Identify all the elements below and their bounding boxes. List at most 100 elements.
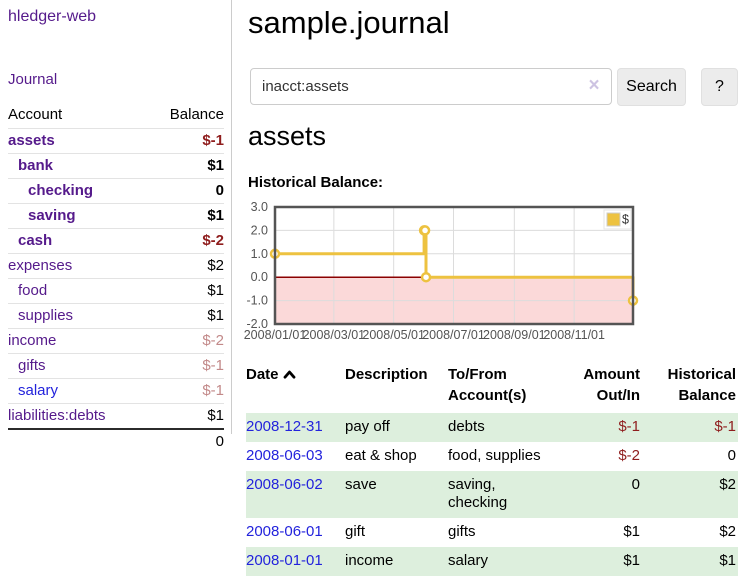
account-row: expenses $2 (8, 253, 224, 278)
account-link[interactable]: liabilities:debts (8, 407, 106, 424)
account-link[interactable]: checking (28, 182, 94, 199)
transaction-row: 2008-06-03 eat & shop food, supplies $-2… (246, 442, 738, 471)
account-balance: $-2 (202, 232, 224, 249)
clear-search-icon[interactable]: × (588, 75, 600, 96)
account-balance: 0 (215, 182, 224, 199)
account-link[interactable]: expenses (8, 257, 73, 274)
transaction-description: eat & shop (345, 447, 417, 464)
svg-text:2008/09/01: 2008/09/01 (483, 328, 546, 342)
svg-text:2008/11/01: 2008/11/01 (543, 328, 605, 342)
transaction-row: 2008-06-02 save saving, checking 0 $2 (246, 471, 738, 518)
transaction-accounts: gifts (448, 523, 476, 540)
transaction-amount: $-1 (618, 418, 640, 435)
tofrom-column-header: To/From Account(s) (448, 366, 527, 404)
account-link[interactable]: income (8, 332, 57, 349)
transaction-amount: $1 (623, 552, 640, 569)
balance-column-header-main: Historical Balance (667, 366, 736, 404)
register-header-row: Date Description To/From Account(s) Amou… (246, 362, 738, 413)
account-balance: $1 (207, 207, 224, 224)
account-balance: $1 (207, 307, 224, 324)
account-link[interactable]: bank (18, 157, 54, 174)
sort-ascending-icon (283, 370, 295, 379)
transaction-description: pay off (345, 418, 390, 435)
account-row: supplies $1 (8, 303, 224, 328)
transaction-balance: $2 (719, 523, 736, 540)
transaction-date-link[interactable]: 2008-06-02 (246, 476, 323, 493)
transaction-balance: $-1 (714, 418, 736, 435)
brand-link[interactable]: hledger-web (8, 8, 97, 25)
account-balance: $1 (207, 407, 224, 424)
transaction-amount: $-2 (618, 447, 640, 464)
svg-text:3.0: 3.0 (251, 200, 268, 214)
account-row: bank $1 (8, 153, 224, 178)
account-row: salary $-1 (8, 378, 224, 403)
svg-text:1.0: 1.0 (251, 247, 268, 261)
transaction-date-link[interactable]: 2008-06-03 (246, 447, 323, 464)
account-table-body: assets $-1 bank $1 checking 0 saving $1 … (8, 128, 224, 428)
transaction-accounts: food, supplies (448, 447, 541, 464)
account-row: income $-2 (8, 328, 224, 353)
account-row: cash $-2 (8, 228, 224, 253)
transaction-row: 2008-06-01 gift gifts $1 $2 (246, 518, 738, 547)
account-link[interactable]: supplies (18, 307, 74, 324)
account-balance: $-1 (202, 132, 224, 149)
transaction-amount: $1 (623, 523, 640, 540)
account-balance: $-1 (202, 357, 224, 374)
account-link[interactable]: food (18, 282, 48, 299)
account-link[interactable]: saving (28, 207, 76, 224)
account-link[interactable]: cash (18, 232, 53, 249)
historical-balance-chart: $3.0 2.0 1.0 0.0 -1.0 -2.0 2008/01/01 2008/03/0… (244, 197, 742, 349)
account-link[interactable]: assets (8, 132, 55, 149)
transaction-accounts: salary (448, 552, 489, 569)
transaction-row: 2008-12-31 pay off debts $-1 $-1 (246, 413, 738, 442)
svg-text:2008/03/01: 2008/03/01 (303, 328, 366, 342)
account-row: saving $1 (8, 203, 224, 228)
description-column-header: Description (345, 366, 428, 383)
account-column-header: Account (8, 106, 63, 123)
account-tree: Account Balance assets $-1 bank $1 check… (8, 103, 224, 454)
account-row: gifts $-1 (8, 353, 224, 378)
transaction-description: save (345, 476, 377, 493)
svg-text:0.0: 0.0 (251, 270, 268, 284)
transaction-date-link[interactable]: 2008-12-31 (246, 418, 323, 435)
account-balance: $-1 (202, 382, 224, 399)
transaction-date-link[interactable]: 2008-06-01 (246, 523, 323, 540)
transaction-description: gift (345, 523, 366, 540)
balance-column-header: Balance (169, 106, 224, 123)
amount-column-header: Amount Out/In (583, 366, 640, 404)
svg-text:$: $ (622, 213, 629, 227)
search-input[interactable] (250, 68, 612, 105)
account-tree-total: 0 (8, 428, 224, 454)
svg-text:-1.0: -1.0 (246, 294, 268, 308)
account-balance: $-2 (202, 332, 224, 349)
transaction-balance: $2 (719, 476, 736, 493)
svg-text:2.0: 2.0 (251, 223, 268, 237)
account-page-title: assets (248, 121, 327, 151)
account-link[interactable]: gifts (18, 357, 46, 374)
page-title: sample.journal (248, 5, 450, 40)
account-balance: $2 (207, 257, 224, 274)
account-row: checking 0 (8, 178, 224, 203)
svg-text:2008/05/01: 2008/05/01 (362, 328, 425, 342)
account-row: liabilities:debts $1 (8, 403, 224, 428)
chart-canvas: $3.0 2.0 1.0 0.0 -1.0 -2.02008/01/012008/03/0… (244, 200, 639, 342)
transaction-balance: $1 (719, 552, 736, 569)
chart-title: Historical Balance: (248, 174, 384, 191)
transaction-balance: 0 (727, 447, 736, 464)
transaction-accounts: saving, checking (448, 476, 508, 511)
account-row: assets $-1 (8, 128, 224, 153)
help-button[interactable]: ? (701, 68, 738, 106)
date-column-header[interactable]: Date (246, 362, 345, 413)
account-balance: $1 (207, 157, 224, 174)
transaction-amount: 0 (631, 476, 640, 493)
transaction-row: 2008-01-01 income salary $1 $1 (246, 547, 738, 576)
transaction-date-link[interactable]: 2008-01-01 (246, 552, 323, 569)
account-link[interactable]: salary (18, 382, 59, 399)
transaction-accounts: debts (448, 418, 485, 435)
sidebar-item-journal[interactable]: Journal (8, 71, 58, 88)
sidebar: hledger-web Journal Account Balance asse… (0, 0, 232, 450)
register-table: Date Description To/From Account(s) Amou… (246, 362, 738, 576)
search-button[interactable]: Search (617, 68, 686, 106)
account-row: food $1 (8, 278, 224, 303)
svg-text:-2.0: -2.0 (246, 317, 268, 331)
